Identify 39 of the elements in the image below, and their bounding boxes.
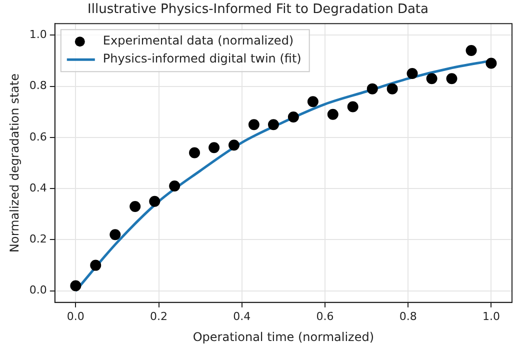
- point: [189, 147, 200, 158]
- point: [327, 108, 338, 120]
- y-tick-label: 0.0: [29, 284, 47, 297]
- point: [347, 101, 358, 112]
- point: [248, 119, 260, 130]
- point: [149, 196, 160, 207]
- x-tick-label: 0.0: [66, 310, 84, 323]
- point: [90, 260, 102, 271]
- x-tick-label: 0.4: [233, 310, 251, 323]
- point: [486, 58, 497, 69]
- y-tick-label: 0.6: [29, 130, 47, 144]
- point: [466, 44, 477, 56]
- point: [426, 73, 438, 84]
- x-tick-label: 0.8: [399, 310, 417, 323]
- chart-title: Illustrative Physics-Informed Fit to Degradation Data: [88, 2, 428, 18]
- x-tick-label: 0.6: [316, 310, 334, 323]
- point: [288, 111, 299, 122]
- legend-label: Experimental data (normalized): [102, 34, 294, 48]
- point: [110, 229, 121, 240]
- legend-label: Physics-informed digital twin (fit): [102, 52, 302, 66]
- y-tick-label: 0.8: [29, 79, 47, 92]
- y-axis-title: Normalized degradation state: [7, 74, 22, 252]
- point: [366, 83, 378, 94]
- point: [208, 142, 220, 154]
- point: [70, 280, 82, 292]
- point: [268, 119, 279, 130]
- x-tick-label: 1.0: [482, 310, 500, 323]
- y-tick-label: 0.2: [29, 232, 47, 246]
- x-tick-label: 0.2: [150, 310, 168, 323]
- point: [307, 96, 318, 108]
- y-tick-label: 0.4: [29, 181, 47, 194]
- point: [169, 180, 180, 192]
- point: [228, 140, 240, 151]
- point: [130, 200, 141, 212]
- point: [406, 68, 418, 79]
- point: [386, 83, 398, 94]
- x-axis-title: Operational time (normalized): [192, 330, 374, 344]
- y-tick-label: 1.0: [29, 28, 47, 41]
- point: [446, 73, 458, 84]
